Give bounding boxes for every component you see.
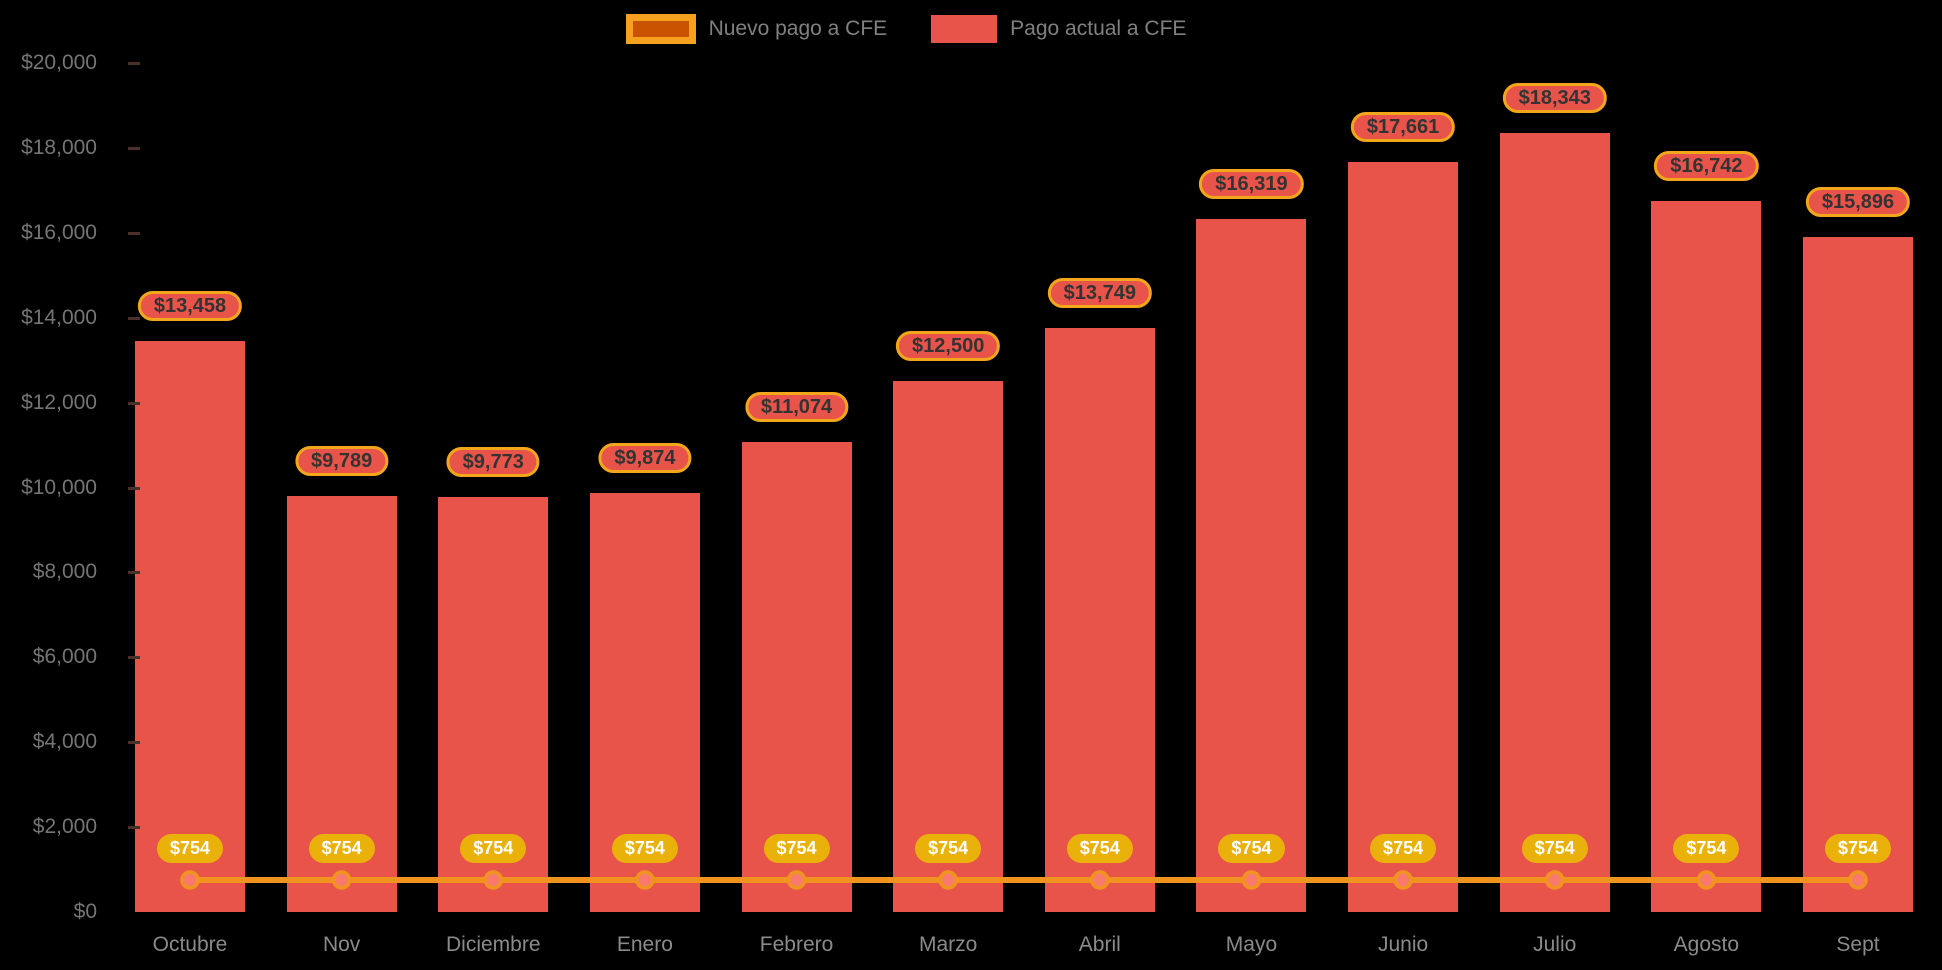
line-marker-sept[interactable] <box>1848 870 1868 890</box>
bar-pago-actual-sept[interactable] <box>1803 237 1913 912</box>
x-axis-tick-label: Julio <box>1533 933 1577 956</box>
line-value-label: $754 <box>1370 834 1437 863</box>
bar-value-label: $16,319 <box>1199 169 1304 200</box>
bar-pago-actual-julio[interactable] <box>1499 133 1610 912</box>
line-value-label: $754 <box>1066 834 1133 863</box>
y-axis-tick-label: $20,000 <box>21 51 97 74</box>
bar-series-swatch-icon <box>931 15 998 43</box>
line-value-label: $754 <box>308 834 375 863</box>
x-axis-tick-label: Abril <box>1078 933 1121 956</box>
y-axis-tick-mark <box>128 656 140 660</box>
x-axis-tick-label: Junio <box>1377 933 1429 956</box>
bar-value-label: $9,789 <box>295 446 389 477</box>
y-axis-tick-label: $16,000 <box>21 220 97 244</box>
line-marker-octubre[interactable] <box>180 870 200 890</box>
line-marker-julio[interactable] <box>1544 870 1565 890</box>
line-marker-febrero[interactable] <box>786 870 807 890</box>
bar-value-label: $16,742 <box>1654 151 1759 182</box>
y-axis-tick-mark <box>128 401 140 405</box>
x-axis-tick-label: Diciembre <box>446 933 541 956</box>
line-value-label: $754 <box>1673 834 1740 863</box>
line-marker-enero[interactable] <box>635 870 655 890</box>
x-axis-tick-label: Marzo <box>918 933 978 956</box>
y-axis-tick-mark <box>128 826 140 830</box>
bar-pago-actual-junio[interactable] <box>1348 162 1459 912</box>
x-axis-tick-label: Mayo <box>1225 933 1278 956</box>
line-marker-agosto[interactable] <box>1696 870 1717 890</box>
bar-value-label: $9,874 <box>598 442 692 473</box>
line-value-label: $754 <box>915 834 982 863</box>
bar-value-label: $18,343 <box>1502 83 1607 114</box>
chart-legend: Nuevo pago a CFE Pago actual a CFE <box>0 14 1812 44</box>
y-axis-tick-label: $10,000 <box>21 475 97 499</box>
bar-pago-actual-octubre[interactable] <box>135 340 245 912</box>
line-value-label: $754 <box>156 834 224 863</box>
line-marker-junio[interactable] <box>1393 870 1413 890</box>
line-value-label: $754 <box>1521 834 1588 863</box>
legend-label: Pago actual a CFE <box>1010 17 1187 40</box>
y-axis-tick-mark <box>128 486 140 490</box>
bar-value-label: $13,749 <box>1047 278 1152 309</box>
bar-value-label: $9,773 <box>446 447 540 478</box>
bar-value-label: $17,661 <box>1350 112 1456 143</box>
legend-item-nuevo-pago[interactable]: Nuevo pago a CFE <box>625 14 888 44</box>
y-axis-tick-mark <box>128 316 140 320</box>
line-marker-abril[interactable] <box>1090 870 1110 890</box>
y-axis-tick-label: $6,000 <box>32 645 97 669</box>
y-axis-tick-label: $18,000 <box>21 135 97 159</box>
y-axis-tick-label: $0 <box>73 900 97 923</box>
line-marker-nov[interactable] <box>331 870 352 890</box>
bar-pago-actual-mayo[interactable] <box>1196 219 1307 912</box>
y-axis-tick-label: $12,000 <box>21 390 97 414</box>
line-value-label: $754 <box>611 834 678 863</box>
x-axis-tick-label: Sept <box>1836 933 1880 956</box>
line-value-label: $754 <box>763 834 830 863</box>
line-marker-diciembre[interactable] <box>483 870 504 890</box>
bar-pago-actual-febrero[interactable] <box>741 441 852 912</box>
x-axis-tick-label: Febrero <box>759 933 834 956</box>
bar-value-label: $12,500 <box>896 331 1001 362</box>
bar-pago-actual-agosto[interactable] <box>1651 201 1762 912</box>
line-marker-marzo[interactable] <box>938 870 958 890</box>
y-axis-tick-mark <box>128 62 140 65</box>
line-value-label: $754 <box>460 834 527 863</box>
legend-label: Nuevo pago a CFE <box>708 17 888 40</box>
line-value-label: $754 <box>1824 834 1892 863</box>
y-axis-tick-label: $4,000 <box>32 730 97 754</box>
line-series-swatch-icon <box>625 14 696 44</box>
y-axis-tick-label: $2,000 <box>32 815 97 839</box>
bar-value-label: $13,458 <box>137 290 243 321</box>
y-axis-tick-label: $14,000 <box>21 305 97 329</box>
y-axis-tick-mark <box>128 741 140 745</box>
bar-pago-actual-marzo[interactable] <box>893 381 1004 912</box>
y-axis-tick-label: $8,000 <box>32 560 97 584</box>
y-axis-tick-mark <box>128 146 140 150</box>
y-axis-tick-mark <box>128 231 140 235</box>
line-marker-mayo[interactable] <box>1241 870 1262 890</box>
y-axis-tick-mark <box>128 571 140 575</box>
x-axis-tick-label: Nov <box>322 933 361 956</box>
line-value-label: $754 <box>1218 834 1285 863</box>
x-axis-tick-label: Octubre <box>152 933 228 956</box>
legend-item-pago-actual[interactable]: Pago actual a CFE <box>931 15 1186 43</box>
bar-value-label: $15,896 <box>1805 187 1911 218</box>
x-axis-tick-label: Agosto <box>1673 933 1740 956</box>
bar-pago-actual-abril[interactable] <box>1044 328 1155 912</box>
bar-value-label: $11,074 <box>744 391 849 422</box>
x-axis-tick-label: Enero <box>616 933 673 956</box>
